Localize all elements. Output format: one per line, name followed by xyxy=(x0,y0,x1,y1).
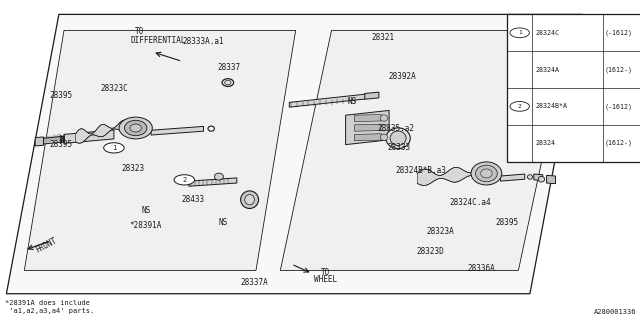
Text: 28324B*B.a3: 28324B*B.a3 xyxy=(396,166,447,175)
Ellipse shape xyxy=(222,79,234,86)
Text: 28395: 28395 xyxy=(49,140,72,149)
Text: WHEEL: WHEEL xyxy=(314,276,337,284)
Text: A280001336: A280001336 xyxy=(595,309,637,315)
Ellipse shape xyxy=(214,173,223,180)
Text: 28324A: 28324A xyxy=(535,67,559,73)
Text: 28324C.a4: 28324C.a4 xyxy=(449,198,491,207)
Text: 28337: 28337 xyxy=(218,63,241,72)
Text: 1: 1 xyxy=(518,30,522,35)
Polygon shape xyxy=(417,167,479,186)
Text: 2: 2 xyxy=(518,104,522,109)
Text: (-1612): (-1612) xyxy=(605,29,633,36)
Polygon shape xyxy=(365,92,379,99)
Polygon shape xyxy=(355,115,381,122)
Circle shape xyxy=(510,28,529,38)
Ellipse shape xyxy=(119,117,152,139)
Polygon shape xyxy=(37,136,63,145)
Text: (-1612): (-1612) xyxy=(605,103,633,110)
Ellipse shape xyxy=(538,176,545,182)
Polygon shape xyxy=(289,94,366,107)
Text: *28391A: *28391A xyxy=(130,221,162,230)
Text: TO: TO xyxy=(135,28,144,36)
Text: 28324: 28324 xyxy=(535,140,555,146)
Ellipse shape xyxy=(476,165,497,182)
Circle shape xyxy=(510,101,529,111)
Polygon shape xyxy=(534,174,543,180)
Circle shape xyxy=(174,175,195,185)
Ellipse shape xyxy=(527,175,532,179)
Text: 28395: 28395 xyxy=(495,218,518,227)
Polygon shape xyxy=(64,130,114,143)
Ellipse shape xyxy=(241,191,259,209)
Text: 28324C: 28324C xyxy=(535,30,559,36)
Ellipse shape xyxy=(471,162,502,185)
Text: FRONT: FRONT xyxy=(34,236,58,255)
Text: 2: 2 xyxy=(182,177,186,183)
Text: NS: NS xyxy=(141,206,150,215)
Ellipse shape xyxy=(481,169,492,178)
Polygon shape xyxy=(500,174,525,181)
Text: 28323D: 28323D xyxy=(416,247,444,256)
Polygon shape xyxy=(6,14,582,294)
Ellipse shape xyxy=(380,115,388,121)
Polygon shape xyxy=(35,137,44,146)
Text: 28323C: 28323C xyxy=(100,84,128,93)
Text: 'a1,a2,a3,a4' parts.: 'a1,a2,a3,a4' parts. xyxy=(5,308,94,314)
Text: DIFFERENTIAL: DIFFERENTIAL xyxy=(131,36,186,45)
Text: NS: NS xyxy=(348,97,356,106)
Text: 28392A: 28392A xyxy=(388,72,416,81)
Ellipse shape xyxy=(380,124,388,131)
Polygon shape xyxy=(151,126,204,135)
Ellipse shape xyxy=(386,128,410,148)
Text: 28337A: 28337A xyxy=(241,278,269,287)
Polygon shape xyxy=(346,110,389,145)
Polygon shape xyxy=(355,134,381,141)
Polygon shape xyxy=(547,175,556,184)
Text: 28323: 28323 xyxy=(122,164,145,173)
Ellipse shape xyxy=(130,124,141,132)
Text: 28433: 28433 xyxy=(182,195,205,204)
Polygon shape xyxy=(76,120,129,143)
Text: 28324B*A: 28324B*A xyxy=(535,103,567,109)
Polygon shape xyxy=(189,178,237,186)
Polygon shape xyxy=(280,30,570,270)
Text: 28333: 28333 xyxy=(388,143,411,152)
Text: (1612-): (1612-) xyxy=(605,140,633,147)
FancyBboxPatch shape xyxy=(507,14,640,162)
Text: 28321: 28321 xyxy=(371,33,394,42)
Circle shape xyxy=(104,143,124,153)
Text: 28333A.a1: 28333A.a1 xyxy=(182,37,225,46)
Text: 28323A: 28323A xyxy=(426,227,454,236)
Ellipse shape xyxy=(225,80,231,85)
Text: TO: TO xyxy=(321,268,330,277)
Ellipse shape xyxy=(124,120,147,136)
Polygon shape xyxy=(24,30,296,270)
Text: NS: NS xyxy=(218,218,227,227)
Text: *28391A does include: *28391A does include xyxy=(5,300,90,306)
Ellipse shape xyxy=(390,131,406,145)
Ellipse shape xyxy=(380,134,388,140)
Ellipse shape xyxy=(244,195,255,205)
Text: 28335.a2: 28335.a2 xyxy=(377,124,414,133)
Text: (1612-): (1612-) xyxy=(605,66,633,73)
Text: 28395: 28395 xyxy=(49,92,72,100)
Text: 28336A: 28336A xyxy=(467,264,495,273)
Text: 1: 1 xyxy=(112,145,116,151)
Polygon shape xyxy=(355,124,381,131)
